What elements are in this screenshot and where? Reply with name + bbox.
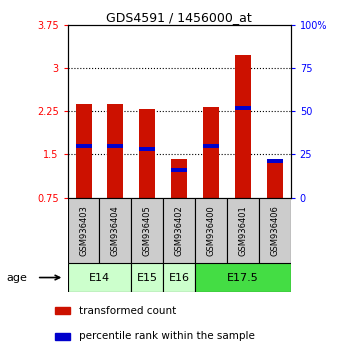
Bar [235,55,251,198]
Bar [107,144,123,148]
Bar [76,144,92,148]
Bar [55,307,70,314]
Text: GSM936401: GSM936401 [238,205,247,256]
Bar [139,109,155,198]
Bar [131,198,163,263]
Title: GDS4591 / 1456000_at: GDS4591 / 1456000_at [106,11,252,24]
Bar [195,198,227,263]
Text: GSM936402: GSM936402 [175,205,184,256]
Text: GSM936403: GSM936403 [79,205,88,256]
Bar [171,169,187,172]
Bar [139,147,155,150]
Bar [131,263,163,292]
Text: GSM936404: GSM936404 [111,205,120,256]
Bar [163,198,195,263]
Bar [267,159,283,198]
Bar [259,198,291,263]
Text: E14: E14 [89,273,110,282]
Bar [203,144,219,148]
Text: age: age [7,273,28,282]
Bar [107,104,123,198]
Text: GSM936405: GSM936405 [143,205,152,256]
Bar [171,159,187,198]
Bar [76,104,92,198]
Text: GSM936406: GSM936406 [270,205,279,256]
Text: E17.5: E17.5 [227,273,259,282]
Bar [68,263,131,292]
Bar [195,263,291,292]
Bar [203,107,219,198]
Bar [55,333,70,340]
Bar [235,106,251,110]
Text: transformed count: transformed count [79,306,177,316]
Bar [267,159,283,163]
Bar [227,198,259,263]
Bar [163,263,195,292]
Bar [68,198,99,263]
Text: E15: E15 [137,273,158,282]
Text: percentile rank within the sample: percentile rank within the sample [79,331,256,342]
Text: GSM936400: GSM936400 [207,205,216,256]
Text: E16: E16 [169,273,190,282]
Bar [99,198,131,263]
